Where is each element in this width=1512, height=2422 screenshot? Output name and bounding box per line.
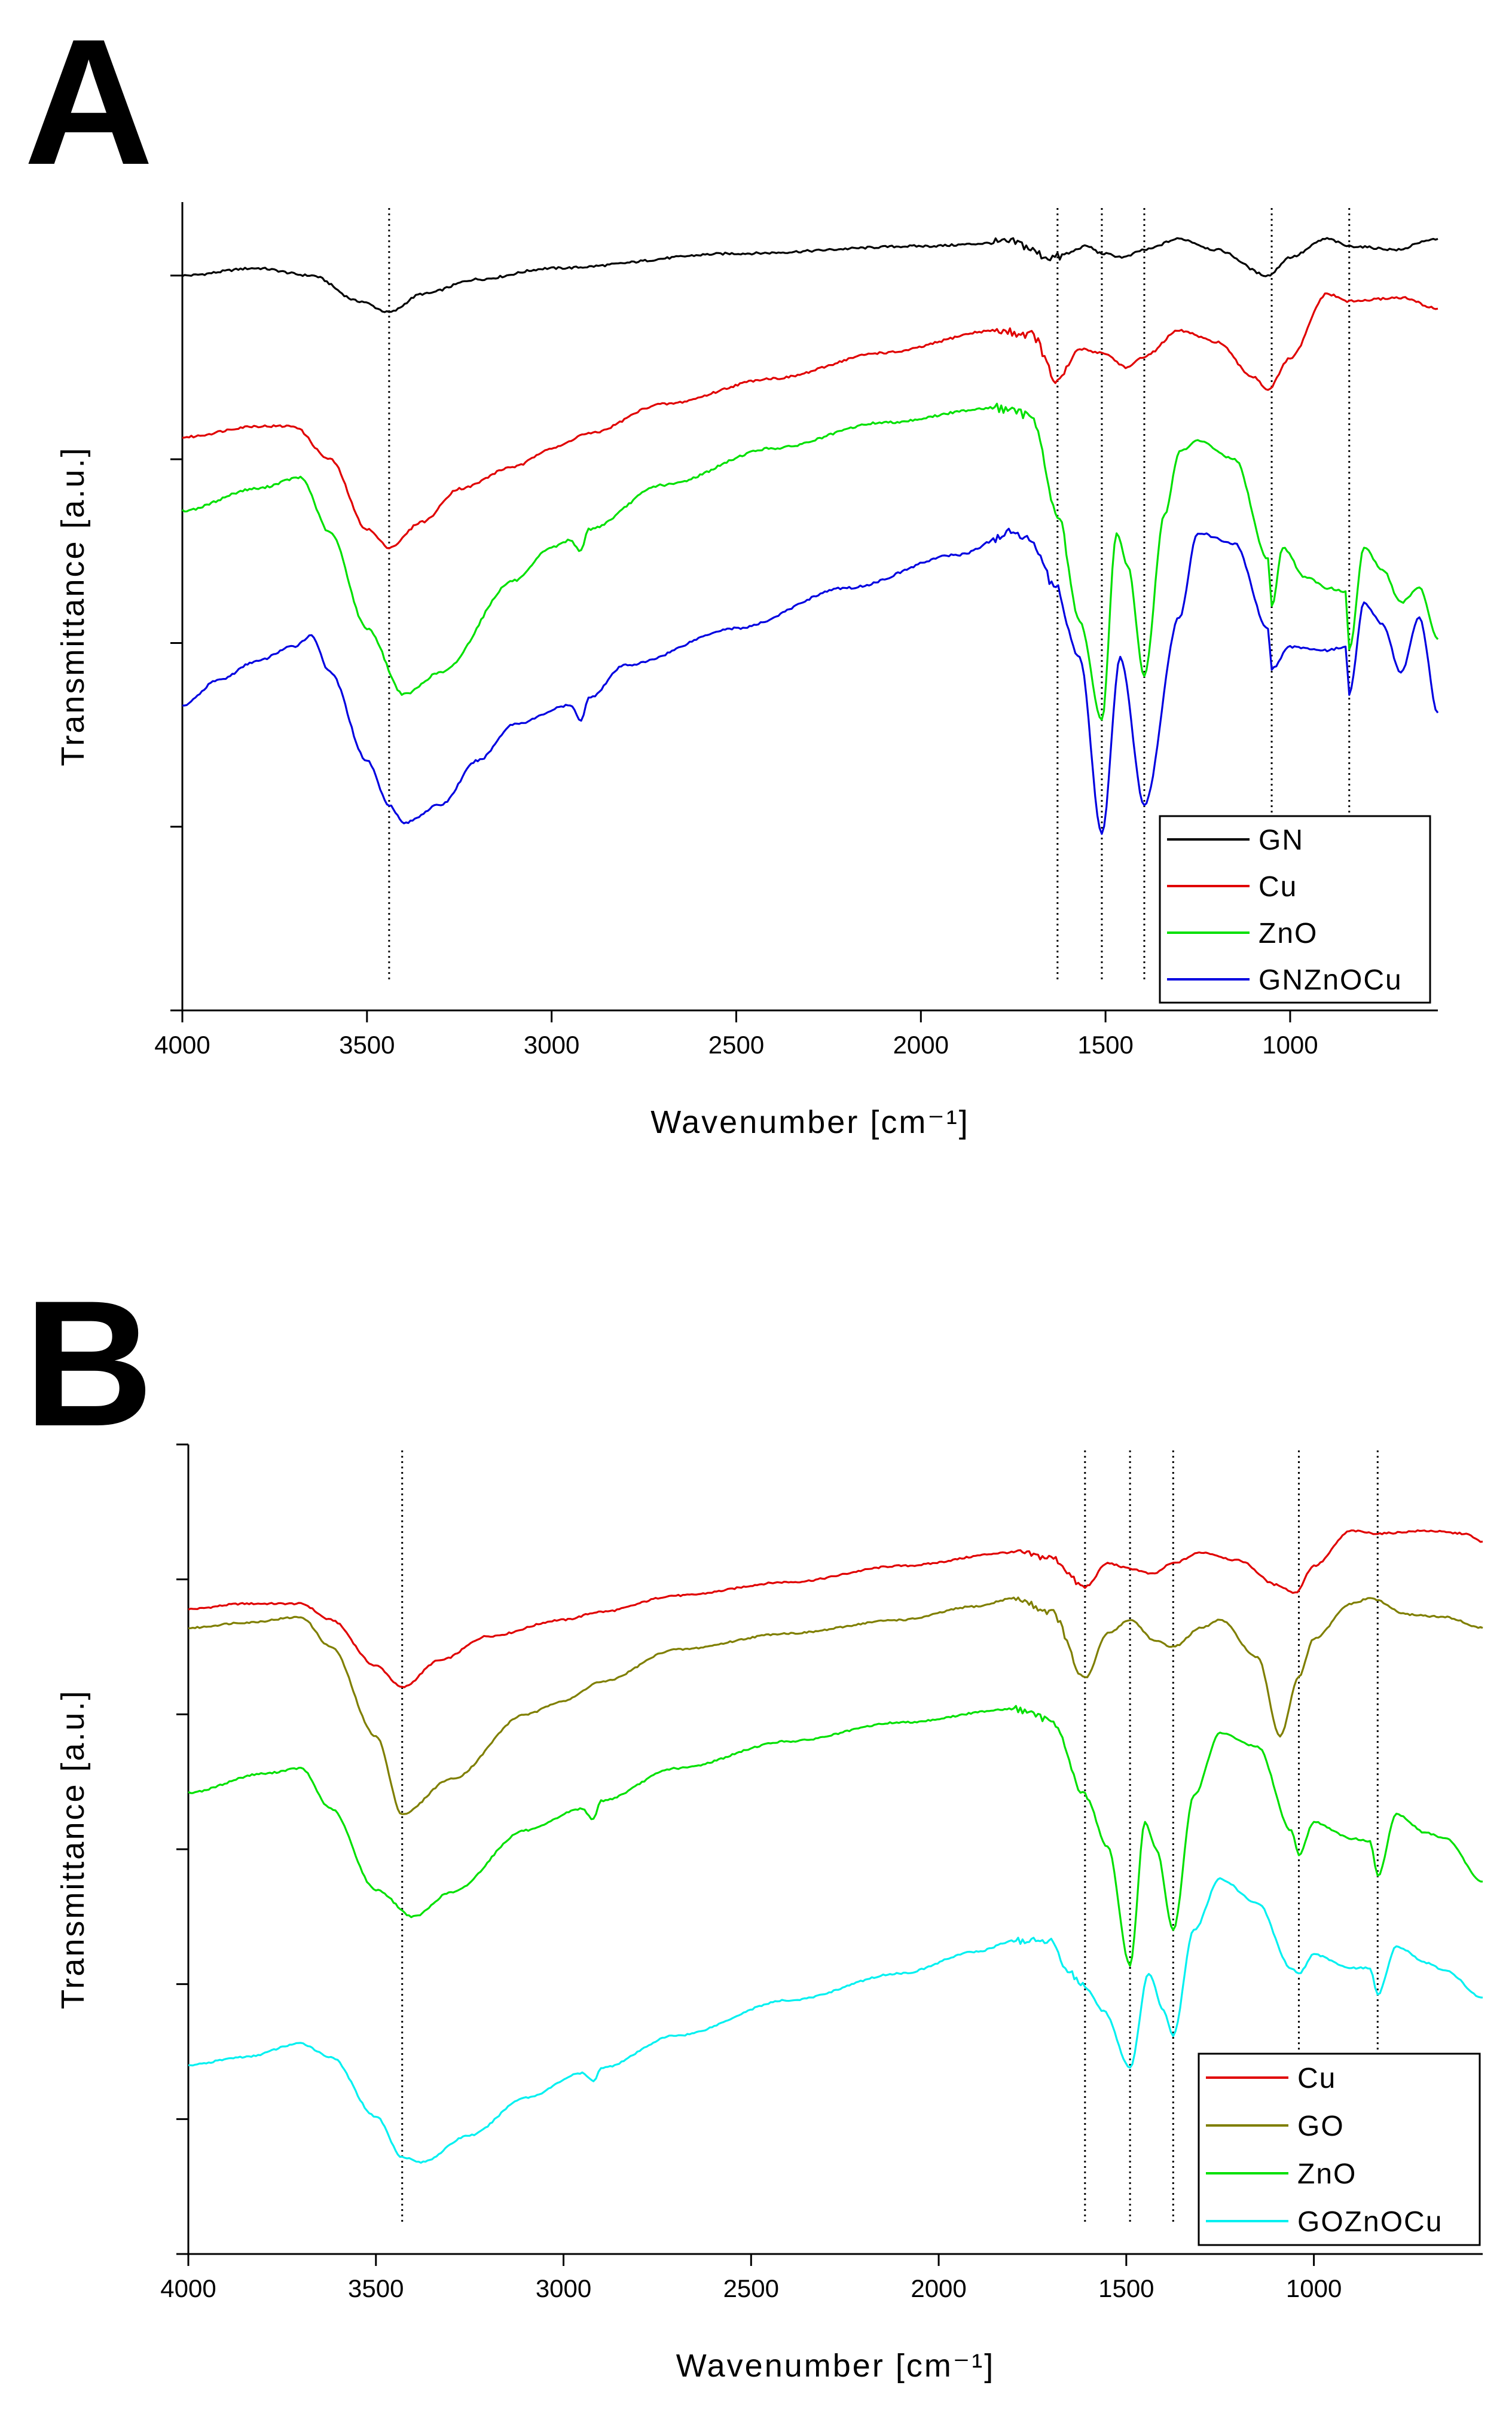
panel-letter: A xyxy=(24,1,154,202)
x-tick-label: 1500 xyxy=(1098,2274,1154,2302)
legend-label: Cu xyxy=(1297,2063,1336,2094)
legend-label: GOZnOCu xyxy=(1297,2206,1443,2238)
series-lines xyxy=(188,1529,1483,2164)
x-tick-label: 4000 xyxy=(154,1031,210,1059)
legend-label: Cu xyxy=(1259,871,1297,903)
x-axis-title: Wavenumber [cm⁻¹] xyxy=(650,1104,970,1140)
axes xyxy=(170,202,1438,1022)
legend-box xyxy=(1198,2053,1481,2246)
legend-label: GN xyxy=(1259,824,1304,856)
x-tick-label: 1000 xyxy=(1286,2274,1342,2302)
x-tick-label: 1500 xyxy=(1077,1031,1133,1059)
ftir-chart-b: 4000 3500 3000 2500 2000 1500 1000 Wavenumber [… xyxy=(55,1443,1483,2384)
series-line-cu xyxy=(182,292,1438,549)
legend: Cu GO ZnO GOZnOCu xyxy=(1198,2053,1481,2246)
legend: GN Cu ZnO GNZnOCu xyxy=(1159,815,1431,1004)
axis-labels: 4000 3500 3000 2500 2000 1500 1000 Wavenumber [… xyxy=(55,1689,1342,2384)
legend-label: ZnO xyxy=(1259,918,1318,949)
series-line-cu xyxy=(188,1529,1483,1688)
x-axis-title: Wavenumber [cm⁻¹] xyxy=(676,2348,995,2384)
panel-b: B 4000 3500 3000 2500 2000 1500 1000 Wavenumber… xyxy=(0,1214,1512,2422)
series-line-gn xyxy=(182,237,1438,313)
series-line-gnznocu xyxy=(182,527,1439,835)
series-line-go xyxy=(188,1596,1483,1815)
series-line-zno xyxy=(182,402,1439,721)
y-axis-title: Transmittance [a.u.] xyxy=(55,1689,91,2009)
panel-a: A 4000 3500 3000 2500 2000 1500 1000 Wavenumber… xyxy=(24,1,1439,1140)
x-tick-label: 3000 xyxy=(524,1031,579,1059)
panel-letter: B xyxy=(24,1263,154,1464)
axes xyxy=(176,1443,1483,2266)
series-lines xyxy=(182,237,1439,835)
x-tick-label: 4000 xyxy=(160,2274,216,2302)
y-axis-title: Transmittance [a.u.] xyxy=(55,446,91,766)
x-tick-label: 2000 xyxy=(911,2274,966,2302)
x-tick-label: 3500 xyxy=(348,2274,404,2302)
legend-label: GO xyxy=(1297,2111,1345,2142)
x-tick-label: 2000 xyxy=(893,1031,949,1059)
x-tick-label: 2500 xyxy=(723,2274,779,2302)
x-tick-label: 2500 xyxy=(708,1031,764,1059)
x-tick-label: 1000 xyxy=(1262,1031,1318,1059)
legend-label: ZnO xyxy=(1297,2158,1357,2190)
ftir-chart-a: 4000 3500 3000 2500 2000 1500 1000 Wavenumber [… xyxy=(55,202,1439,1140)
series-line-zno xyxy=(188,1705,1483,1967)
legend-label: GNZnOCu xyxy=(1259,964,1403,996)
legend-box xyxy=(1159,815,1431,1004)
axis-labels: 4000 3500 3000 2500 2000 1500 1000 Wavenumber [… xyxy=(55,446,1318,1140)
x-tick-label: 3500 xyxy=(339,1031,395,1059)
series-line-goznocu xyxy=(188,1877,1483,2164)
x-tick-label: 3000 xyxy=(536,2274,591,2302)
